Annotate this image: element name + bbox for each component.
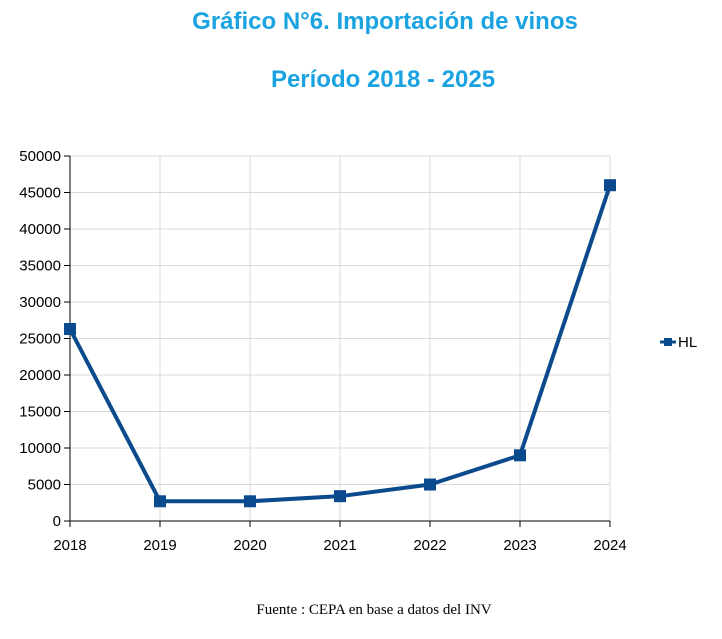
y-tick-label: 25000 bbox=[19, 331, 61, 348]
data-point bbox=[424, 478, 436, 491]
chart-title: Gráfico N°6. Importación de vinos bbox=[192, 8, 578, 35]
x-tick-label: 2022 bbox=[413, 537, 446, 554]
y-tick-labels: 0 5000 10000 15000 20000 25000 30000 35000 40000… bbox=[19, 148, 61, 530]
line-chart: 0 5000 10000 15000 20000 25000 30000 35000 40000… bbox=[19, 148, 697, 554]
data-point bbox=[514, 449, 526, 462]
y-tick-label: 20000 bbox=[19, 367, 61, 384]
data-point bbox=[334, 490, 346, 503]
y-tick-label: 5000 bbox=[28, 477, 61, 494]
data-point bbox=[64, 323, 76, 336]
data-point bbox=[244, 495, 256, 508]
chart-subtitle: Período 2018 - 2025 bbox=[270, 66, 496, 93]
y-tick-label: 40000 bbox=[19, 221, 61, 238]
y-tick-label: 50000 bbox=[19, 148, 61, 165]
data-point bbox=[154, 495, 166, 508]
legend-marker bbox=[664, 338, 672, 346]
x-tick-labels: 2018 2019 2020 2021 2022 2023 2024 bbox=[53, 537, 626, 554]
y-tick-label: 10000 bbox=[19, 440, 61, 457]
y-tick-label: 15000 bbox=[19, 404, 61, 421]
axes bbox=[64, 155, 611, 527]
x-tick-label: 2023 bbox=[503, 537, 536, 554]
y-tick-label: 45000 bbox=[19, 185, 61, 202]
series-hl bbox=[64, 179, 616, 508]
x-tick-label: 2019 bbox=[143, 537, 176, 554]
legend: HL bbox=[660, 334, 697, 351]
legend-label: HL bbox=[678, 334, 697, 351]
y-tick-label: 30000 bbox=[19, 294, 61, 311]
source-note: Fuente : CEPA en base a datos del INV bbox=[256, 602, 492, 618]
y-tick-label: 0 bbox=[53, 513, 61, 530]
data-point bbox=[604, 179, 616, 192]
y-tick-label: 35000 bbox=[19, 258, 61, 275]
x-tick-label: 2020 bbox=[233, 537, 266, 554]
x-tick-label: 2021 bbox=[323, 537, 356, 554]
x-tick-label: 2024 bbox=[593, 537, 626, 554]
x-tick-label: 2018 bbox=[53, 537, 86, 554]
grid-lines bbox=[70, 155, 611, 521]
